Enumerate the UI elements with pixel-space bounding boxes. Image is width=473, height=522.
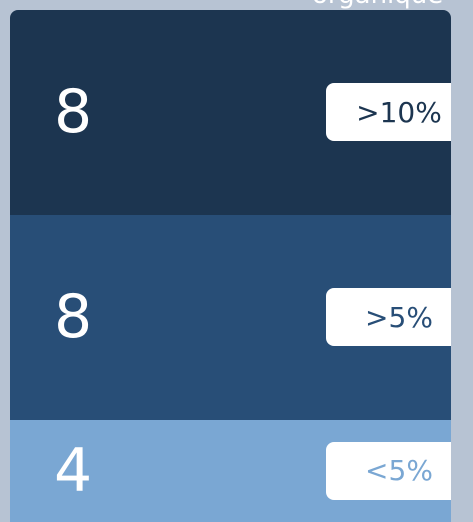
- segment-label: <5%: [326, 441, 451, 500]
- segment-value: 8: [54, 77, 93, 148]
- segment-value: 8: [54, 282, 93, 353]
- stack: 8 >10% 8 >5% 4 <5%: [10, 10, 451, 522]
- segment-value: 4: [54, 435, 93, 506]
- segment: 8 >10%: [10, 10, 451, 215]
- header-title: organique: [312, 0, 443, 10]
- segment: 8 >5%: [10, 214, 451, 420]
- segment-label: >10%: [326, 83, 451, 142]
- segment: 4 <5%: [10, 419, 451, 522]
- segment-label: >5%: [326, 288, 451, 347]
